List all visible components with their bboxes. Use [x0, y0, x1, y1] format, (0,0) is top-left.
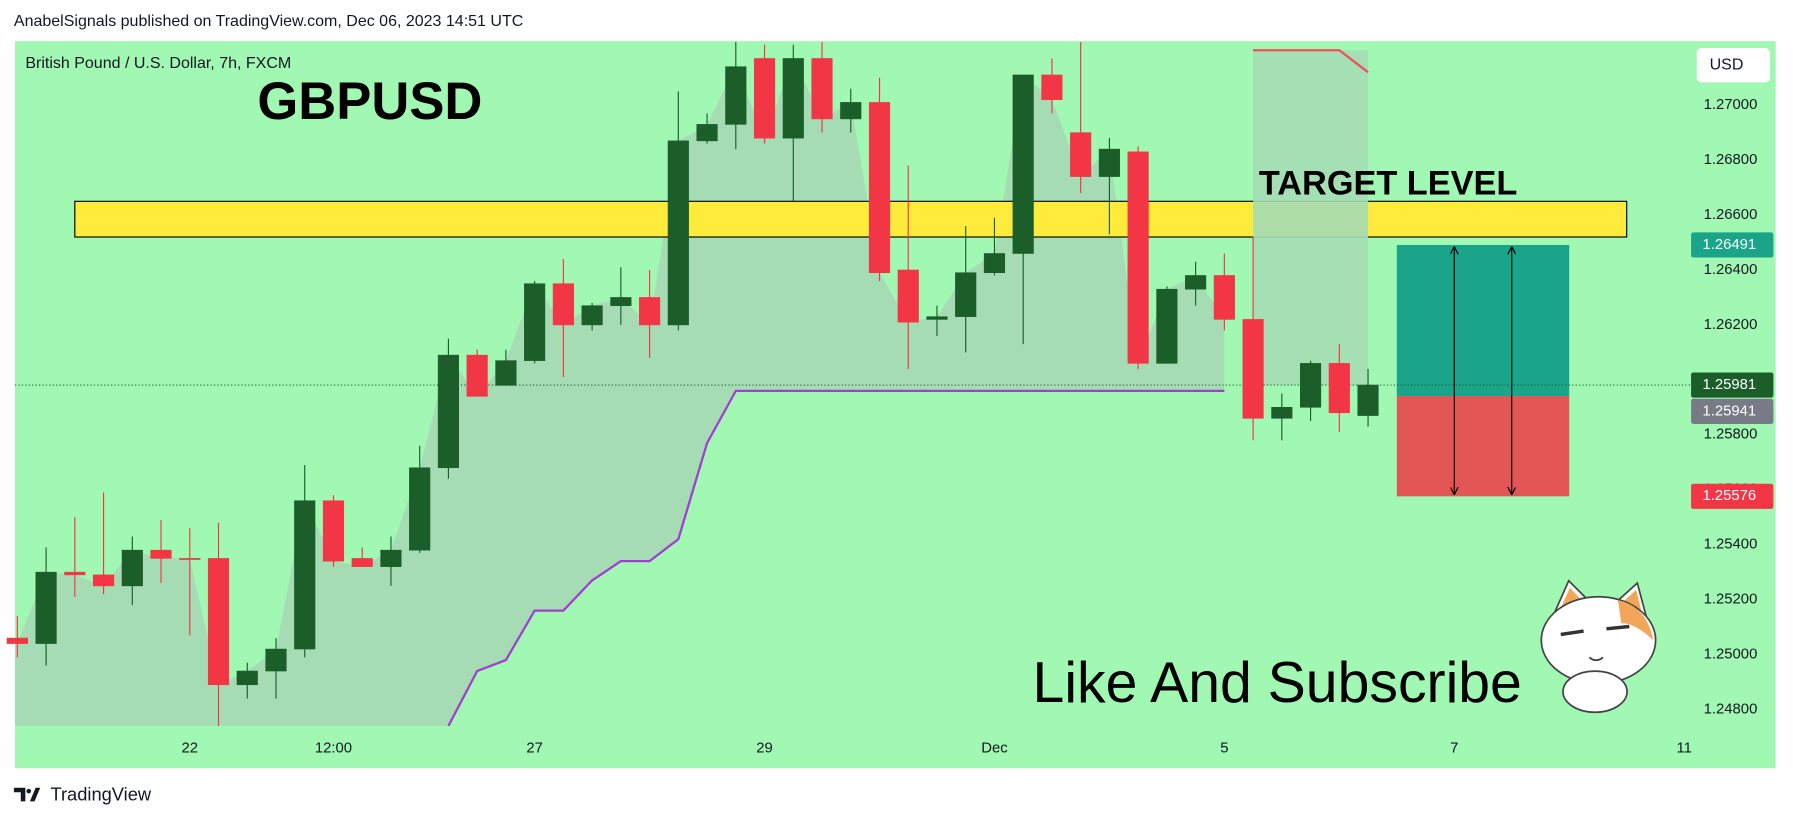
annotation: TARGET LEVEL: [1259, 164, 1517, 202]
highlight-box: [1253, 50, 1369, 386]
candle-body: [1156, 288, 1178, 364]
x-tick-label: 7: [1450, 741, 1458, 757]
candle-body: [1041, 74, 1063, 100]
target-zone: [74, 200, 1628, 238]
x-tick-label: 22: [182, 741, 199, 757]
candle-body: [437, 354, 459, 469]
price-label: 1.25576: [1702, 488, 1756, 504]
candle-body: [495, 360, 517, 386]
y-tick-label: 1.25200: [1704, 592, 1758, 608]
candle-body: [1127, 151, 1149, 364]
x-tick-label: 29: [756, 741, 773, 757]
x-tick-label: 12:00: [315, 741, 352, 757]
candle-body: [1012, 74, 1034, 254]
indicator-line: [1253, 49, 1369, 74]
candle-body: [983, 253, 1006, 274]
lines-layer: [447, 49, 1369, 727]
candle-body: [466, 354, 488, 397]
chart-subtitle: British Pound / U.S. Dollar, 7h, FXCM: [25, 55, 291, 72]
candle-body: [581, 305, 603, 326]
candle-body: [265, 648, 287, 672]
y-tick-label: 1.24800: [1704, 701, 1758, 717]
price-label-box: [1691, 232, 1774, 258]
candle-body: [753, 58, 776, 139]
header: AnabelSignals published on TradingView.c…: [14, 13, 523, 30]
y-tick-label: 1.27000: [1704, 97, 1758, 113]
candle-body: [351, 558, 373, 567]
candle-body: [64, 571, 86, 576]
candle-body: [6, 637, 28, 644]
candle-body: [294, 500, 316, 650]
candle-body: [696, 124, 718, 142]
candle-body: [92, 574, 115, 587]
currency[interactable]: USD: [1710, 56, 1744, 73]
candle-body: [1271, 407, 1293, 419]
candle-body: [179, 558, 201, 560]
price-label: 1.25941: [1702, 403, 1756, 419]
x-tick-label: 11: [1676, 741, 1691, 757]
currency-box[interactable]: [1696, 48, 1770, 83]
candle-body: [1328, 363, 1350, 414]
y-tick-label: 1.26400: [1704, 262, 1758, 278]
loss-zone: [1396, 396, 1570, 497]
x-tick-label: 27: [526, 741, 543, 757]
candle-body: [409, 467, 431, 551]
candle-body: [1357, 384, 1379, 416]
y-tick-label: 1.25000: [1704, 646, 1758, 662]
indicator-line: [447, 389, 1225, 727]
footer: TradingView: [50, 784, 151, 805]
price-fill: [15, 58, 1225, 726]
candle-body: [868, 102, 891, 274]
candle-body: [1213, 275, 1235, 320]
candle-body: [725, 66, 747, 125]
price-label: 1.25981: [1702, 377, 1756, 393]
y-tick-label: 1.26600: [1704, 207, 1758, 223]
price-label-box: [1691, 372, 1774, 398]
candle-body: [1098, 148, 1120, 177]
candles-layer: [6, 41, 1379, 726]
candle-body: [207, 558, 230, 686]
candle-body: [1070, 132, 1092, 177]
annotation: Like And Subscribe: [1033, 651, 1522, 715]
candle-body: [236, 670, 258, 686]
logo: [13, 787, 41, 802]
candle-body: [121, 549, 143, 587]
labels-layer: 1.248001.250001.252001.254001.256001.258…: [182, 97, 1774, 757]
candle-body: [552, 283, 574, 326]
candle-body: [524, 283, 546, 361]
drawings-layer: [15, 50, 1690, 497]
candle-body: [840, 102, 862, 120]
chart-title: GBPUSD: [257, 72, 482, 131]
candle-body: [955, 272, 977, 317]
y-tick-label: 1.26800: [1704, 152, 1758, 168]
y-tick-label: 1.25800: [1704, 427, 1758, 443]
price-label-box: [1691, 398, 1774, 424]
candle-body: [35, 571, 57, 644]
candle-body: [897, 269, 919, 323]
x-tick-label: 5: [1220, 741, 1228, 757]
candle-body: [667, 140, 689, 326]
candle-body: [322, 500, 345, 562]
candle-body: [1242, 319, 1264, 419]
candle-body: [926, 316, 948, 320]
price-label: 1.26491: [1702, 237, 1756, 253]
candle-body: [380, 549, 402, 567]
cat-sticker: [1540, 579, 1657, 714]
candle-body: [150, 549, 172, 559]
y-tick-label: 1.25400: [1704, 537, 1758, 553]
candle-body: [610, 297, 632, 306]
candle-body: [1299, 363, 1322, 408]
price-label-box: [1691, 483, 1774, 509]
candle-body: [1185, 275, 1207, 290]
candle-body: [639, 297, 661, 326]
x-tick-label: Dec: [981, 741, 1008, 757]
y-tick-label: 1.26200: [1704, 317, 1758, 333]
candle-body: [811, 58, 833, 120]
profit-zone: [1396, 244, 1570, 397]
candle-body: [782, 58, 804, 139]
